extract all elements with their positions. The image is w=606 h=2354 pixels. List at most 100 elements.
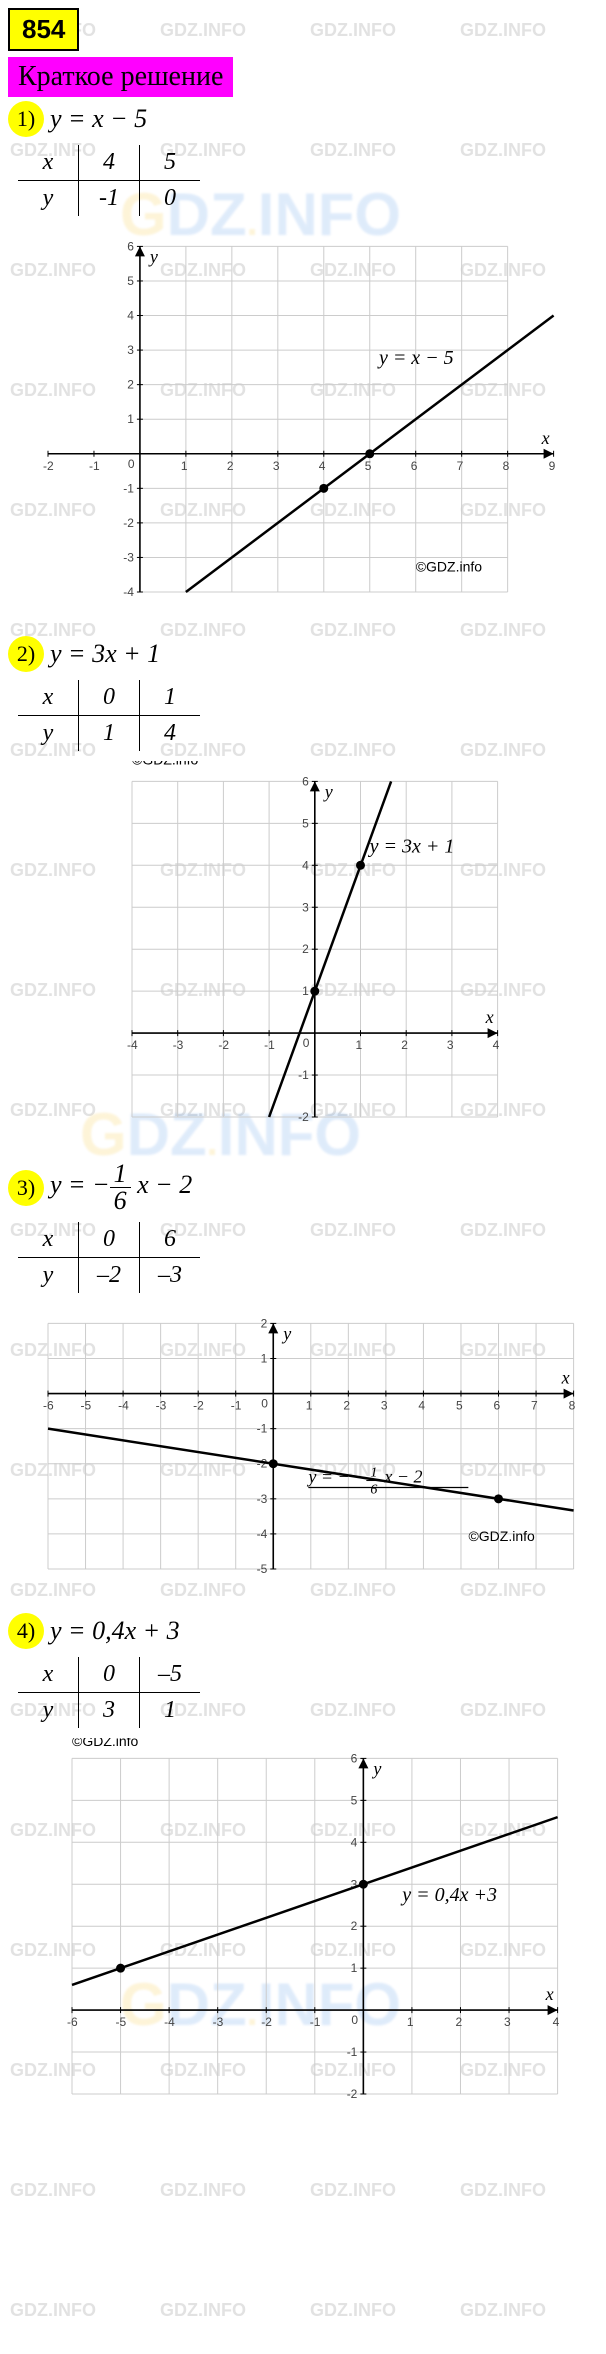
svg-text:-3: -3 <box>173 1038 184 1052</box>
table-header-y: y <box>18 1693 79 1729</box>
svg-text:1: 1 <box>351 1961 358 1975</box>
formula: y = 0,4x + 3 <box>50 1616 180 1645</box>
xy-table: x01y14 <box>18 680 200 751</box>
solution-item-3: 3)y = −16 x − 2x06y–2–3-6-5-4-3-2-101234… <box>8 1161 598 1603</box>
svg-text:-1: -1 <box>264 1038 275 1052</box>
svg-text:-1: -1 <box>257 1422 268 1436</box>
svg-text:6: 6 <box>351 1751 358 1765</box>
svg-text:-6: -6 <box>67 2015 78 2029</box>
svg-text:6: 6 <box>302 774 309 788</box>
svg-text:8: 8 <box>503 459 510 473</box>
svg-text:9: 9 <box>549 459 556 473</box>
svg-text:4: 4 <box>319 459 326 473</box>
svg-text:1: 1 <box>370 1466 377 1481</box>
item-badge: 2) <box>8 636 44 672</box>
svg-text:6: 6 <box>127 239 134 253</box>
svg-text:2: 2 <box>455 2015 462 2029</box>
table-cell: 1 <box>79 716 140 752</box>
svg-text:y = −: y = − <box>306 1467 349 1487</box>
svg-text:y: y <box>323 781 333 801</box>
svg-text:©GDZ.info: ©GDZ.info <box>72 1738 139 1749</box>
table-cell: 4 <box>79 145 140 181</box>
svg-text:©GDZ.info: ©GDZ.info <box>468 1528 535 1544</box>
chart-svg: -6-5-4-3-2-1012345678-5-4-3-2-112xyy = −… <box>14 1303 594 1603</box>
svg-text:y: y <box>148 246 158 266</box>
watermark-text: GDZ.INFO <box>160 2180 246 2201</box>
svg-text:7: 7 <box>531 1399 538 1413</box>
svg-text:4: 4 <box>493 1038 500 1052</box>
item-badge: 4) <box>8 1613 44 1649</box>
svg-text:3: 3 <box>127 343 134 357</box>
svg-text:-2: -2 <box>347 2087 358 2101</box>
svg-text:-1: -1 <box>231 1399 242 1413</box>
svg-text:4: 4 <box>351 1835 358 1849</box>
svg-text:8: 8 <box>569 1399 576 1413</box>
watermark-text: GDZ.INFO <box>310 2180 396 2201</box>
watermark-text: GDZ.INFO <box>160 2300 246 2321</box>
table-header-x: x <box>18 145 79 181</box>
table-cell: 5 <box>140 145 201 181</box>
svg-text:-1: -1 <box>298 1068 309 1082</box>
svg-text:-6: -6 <box>43 1399 54 1413</box>
svg-text:-2: -2 <box>298 1110 309 1124</box>
svg-text:y: y <box>281 1323 291 1343</box>
table-header-y: y <box>18 181 79 217</box>
svg-text:-2: -2 <box>261 2015 272 2029</box>
table-cell: -1 <box>79 181 140 217</box>
svg-text:©GDZ.info: ©GDZ.info <box>132 761 199 768</box>
svg-text:1: 1 <box>127 412 134 426</box>
watermark-text: GDZ.INFO <box>310 2300 396 2321</box>
watermark-text: GDZ.INFO <box>460 2180 546 2201</box>
svg-text:-2: -2 <box>123 516 134 530</box>
svg-text:7: 7 <box>457 459 464 473</box>
svg-text:-3: -3 <box>123 550 134 564</box>
svg-text:1: 1 <box>181 459 188 473</box>
svg-text:-2: -2 <box>43 459 54 473</box>
table-cell: 0 <box>79 1657 140 1693</box>
svg-text:x: x <box>545 1984 554 2004</box>
formula: y = x − 5 <box>50 104 147 133</box>
table-header-x: x <box>18 1222 79 1258</box>
solution-item-2: 2)y = 3x + 1x01y14-4-3-2-101234-2-112345… <box>8 636 598 1151</box>
svg-text:1: 1 <box>261 1351 268 1365</box>
svg-text:-1: -1 <box>310 2015 321 2029</box>
svg-text:5: 5 <box>456 1399 463 1413</box>
svg-text:-2: -2 <box>193 1399 204 1413</box>
watermark-text: GDZ.INFO <box>10 2300 96 2321</box>
svg-text:x: x <box>485 1007 494 1027</box>
table-header-y: y <box>18 1258 79 1294</box>
svg-text:5: 5 <box>302 816 309 830</box>
svg-text:0: 0 <box>351 2013 358 2027</box>
table-header-x: x <box>18 1657 79 1693</box>
table-cell: 0 <box>140 181 201 217</box>
svg-text:2: 2 <box>227 459 234 473</box>
svg-text:-5: -5 <box>257 1562 268 1576</box>
svg-text:y = 3x + 1: y = 3x + 1 <box>368 836 455 858</box>
svg-text:2: 2 <box>343 1399 350 1413</box>
table-cell: 0 <box>79 680 140 716</box>
table-cell: 0 <box>79 1222 140 1258</box>
svg-text:4: 4 <box>553 2015 560 2029</box>
table-header-y: y <box>18 716 79 752</box>
solution-title: Краткое решение <box>8 57 233 97</box>
svg-text:y: y <box>371 1758 381 1778</box>
table-cell: –5 <box>140 1657 201 1693</box>
chart-container: -6-5-4-3-2-101234-2-1123456xyy = 0,4x +3… <box>38 1738 598 2128</box>
svg-text:6: 6 <box>370 1483 377 1498</box>
xy-table: x45 y-10 <box>18 145 200 216</box>
svg-text:-1: -1 <box>89 459 100 473</box>
svg-text:3: 3 <box>381 1399 388 1413</box>
svg-text:2: 2 <box>401 1038 408 1052</box>
table-cell: 1 <box>140 680 201 716</box>
svg-text:x: x <box>541 428 550 448</box>
svg-text:-1: -1 <box>347 2045 358 2059</box>
xy-table: x0–5y31 <box>18 1657 200 1728</box>
svg-text:3: 3 <box>504 2015 511 2029</box>
table-cell: 4 <box>140 716 201 752</box>
table-cell: –2 <box>79 1258 140 1294</box>
svg-text:5: 5 <box>127 274 134 288</box>
table-header-x: x <box>18 680 79 716</box>
svg-text:-4: -4 <box>118 1399 129 1413</box>
svg-text:4: 4 <box>127 309 134 323</box>
svg-text:1: 1 <box>302 984 309 998</box>
